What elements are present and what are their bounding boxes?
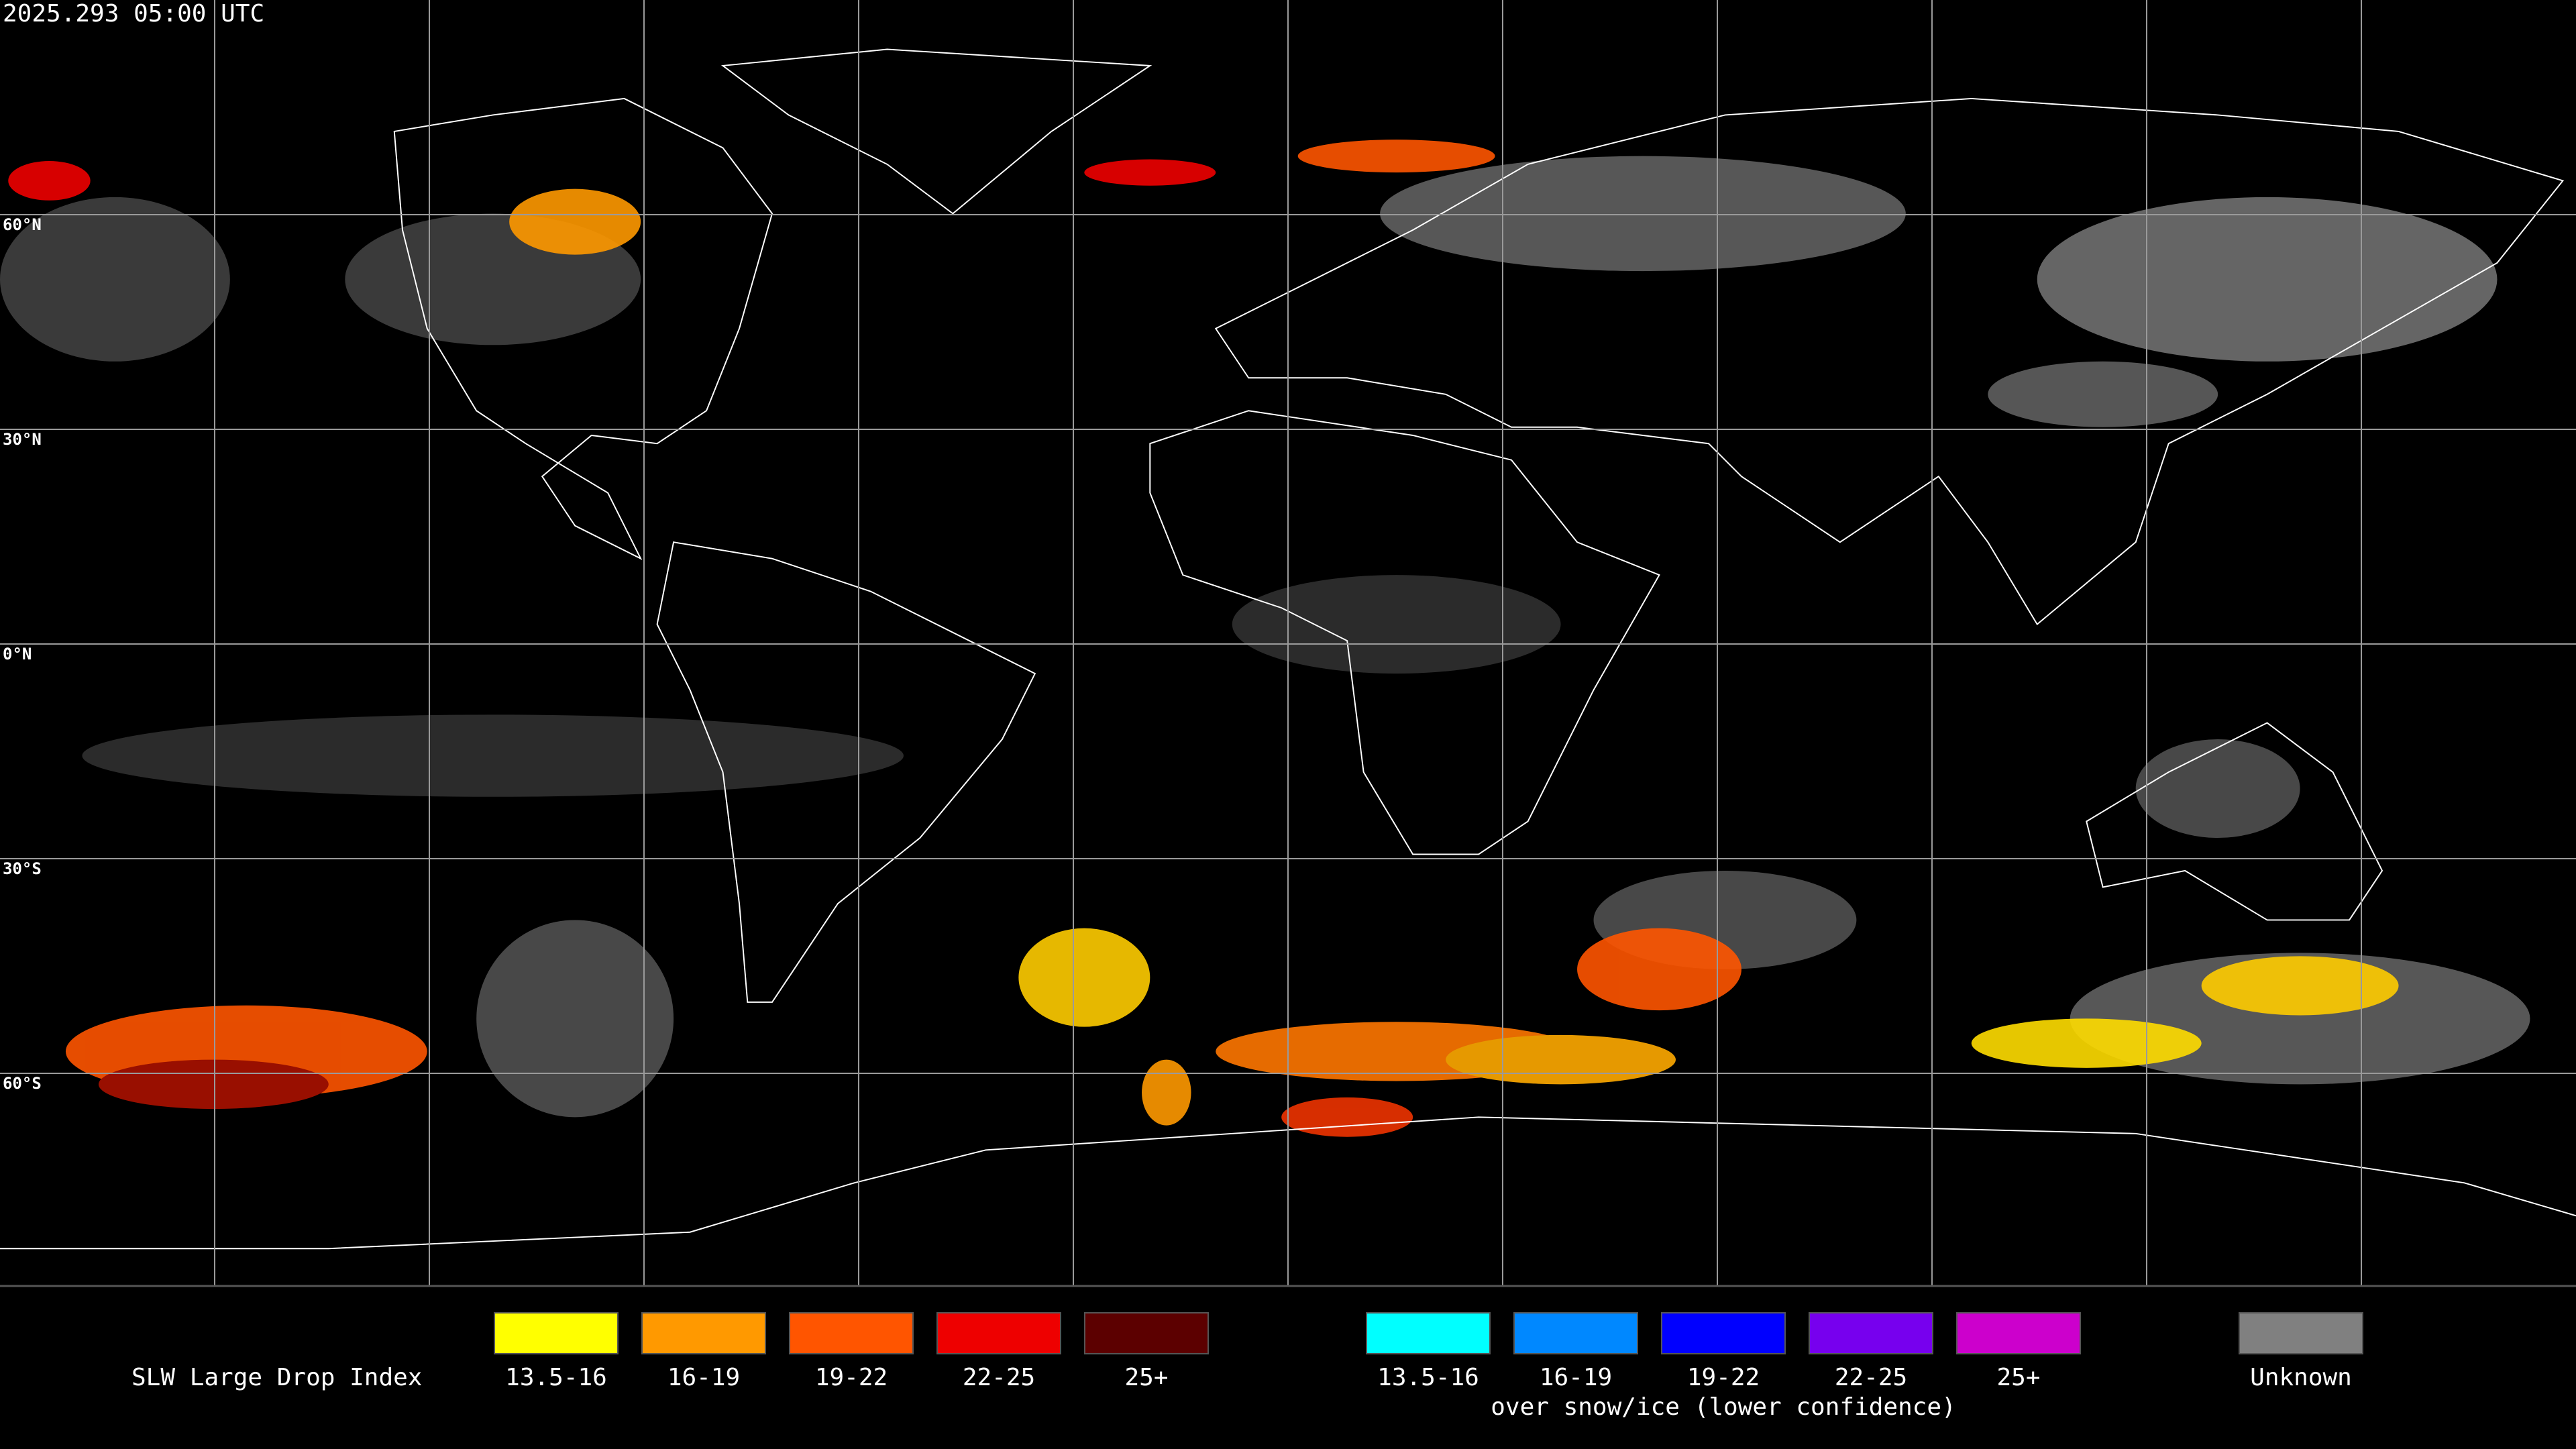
- coastlines: [0, 48, 2576, 1250]
- legend-swatch: [936, 1312, 1061, 1354]
- cloud-blob: [0, 197, 230, 362]
- latitude-label: 30°S: [3, 859, 42, 878]
- timestamp: 2025.293 05:00 UTC: [3, 0, 264, 28]
- legend-label: 25+: [1124, 1364, 1168, 1391]
- cloud-blob: [2037, 197, 2498, 362]
- graticule: 60°N 30°N 0°N 30°S 60°S: [0, 0, 2576, 1286]
- index-blob: [509, 189, 641, 255]
- latitude-label: 30°N: [3, 430, 42, 449]
- legend-label: 19-22: [815, 1364, 888, 1391]
- index-blob: [1446, 1034, 1676, 1085]
- legend-label: 16-19: [1540, 1364, 1612, 1391]
- cloud-blob: [476, 920, 674, 1118]
- legend-swatch: [1661, 1312, 1786, 1354]
- index-blob: [1142, 1059, 1191, 1126]
- index-blob: [98, 1059, 329, 1110]
- legend-swatch: [641, 1312, 766, 1354]
- legend-label: 22-25: [963, 1364, 1035, 1391]
- index-blob: [8, 161, 91, 201]
- legend-title: SLW Large Drop Index: [131, 1364, 422, 1391]
- index-blob: [1971, 1018, 2202, 1068]
- legend-swatch: [1084, 1312, 1209, 1354]
- cloud-blob: [1988, 361, 2218, 427]
- legend-swatch: [1956, 1312, 2081, 1354]
- legend-swatch: [789, 1312, 914, 1354]
- coastline: [0, 1116, 2576, 1250]
- coastline: [656, 541, 1036, 1003]
- legend-label: Unknown: [2250, 1364, 2352, 1391]
- legend-label: 19-22: [1687, 1364, 1760, 1391]
- legend-label: 13.5-16: [505, 1364, 607, 1391]
- coastline: [393, 97, 773, 560]
- index-blob: [1018, 928, 1150, 1027]
- legend-swatch: [1513, 1312, 1638, 1354]
- coastline: [1214, 97, 2565, 626]
- legend-label: 13.5-16: [1377, 1364, 1479, 1391]
- legend-label: 16-19: [667, 1364, 740, 1391]
- index-blob: [1577, 928, 1741, 1011]
- legend-swatch: [494, 1312, 619, 1354]
- index-layer: [8, 140, 2399, 1137]
- cloud-blob: [1380, 156, 1906, 272]
- index-blob: [1084, 159, 1216, 186]
- legend-label: 25+: [1996, 1364, 2040, 1391]
- index-blob: [1297, 140, 1495, 173]
- legend-caption: over snow/ice (lower confidence): [1491, 1393, 1956, 1421]
- latitude-label: 60°N: [3, 215, 42, 234]
- coastline: [720, 48, 1152, 215]
- latitude-label: 60°S: [3, 1074, 42, 1093]
- index-blob: [1281, 1097, 1413, 1137]
- legend-label: 22-25: [1835, 1364, 1907, 1391]
- cloud-blob: [82, 714, 904, 797]
- cloud-layer: [0, 156, 2530, 1118]
- legend-swatch: [2239, 1312, 2363, 1354]
- legend-swatch: [1809, 1312, 1933, 1354]
- coastline: [2086, 722, 2383, 921]
- legend-swatch: [1366, 1312, 1491, 1354]
- index-blob: [2201, 956, 2399, 1016]
- imagery: [0, 48, 2576, 1250]
- latitude-label: 0°N: [3, 645, 32, 663]
- cloud-blob: [2135, 739, 2300, 838]
- cloud-blob: [1232, 575, 1561, 674]
